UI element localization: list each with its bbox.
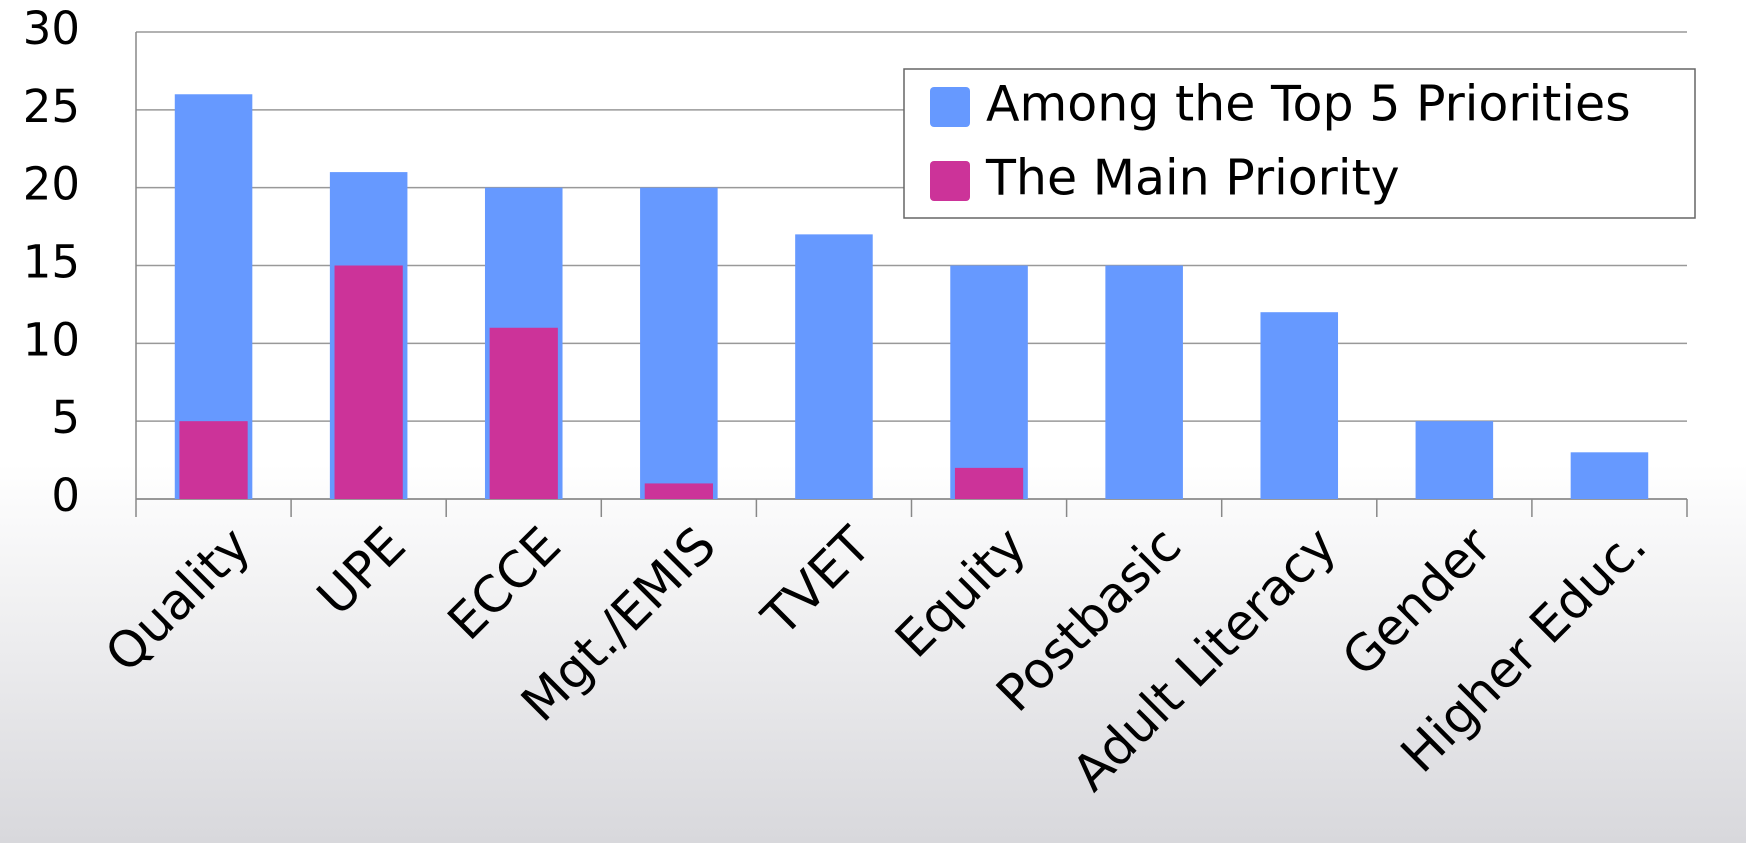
bar [334, 265, 403, 499]
legend-swatch [930, 161, 970, 201]
y-tick-label: 15 [23, 236, 80, 289]
y-tick-label: 5 [51, 391, 80, 444]
bar [1105, 265, 1183, 499]
bar [644, 483, 713, 499]
legend-label: The Main Priority [985, 150, 1400, 207]
bar [950, 265, 1028, 499]
bar [954, 467, 1024, 499]
bar [640, 187, 718, 499]
bar [179, 421, 248, 499]
bar [1415, 421, 1494, 499]
bar [1570, 452, 1649, 499]
legend-swatch [930, 87, 970, 127]
y-tick-label: 25 [23, 80, 80, 133]
y-tick-label: 20 [23, 158, 80, 211]
y-tick-label: 30 [23, 2, 80, 55]
legend-label: Among the Top 5 Priorities [986, 76, 1631, 133]
bar [489, 327, 558, 499]
legend-box [903, 68, 1696, 219]
bar [1260, 312, 1339, 499]
y-tick-label: 10 [23, 313, 80, 366]
bar [795, 234, 873, 499]
y-tick-label: 0 [51, 469, 80, 522]
